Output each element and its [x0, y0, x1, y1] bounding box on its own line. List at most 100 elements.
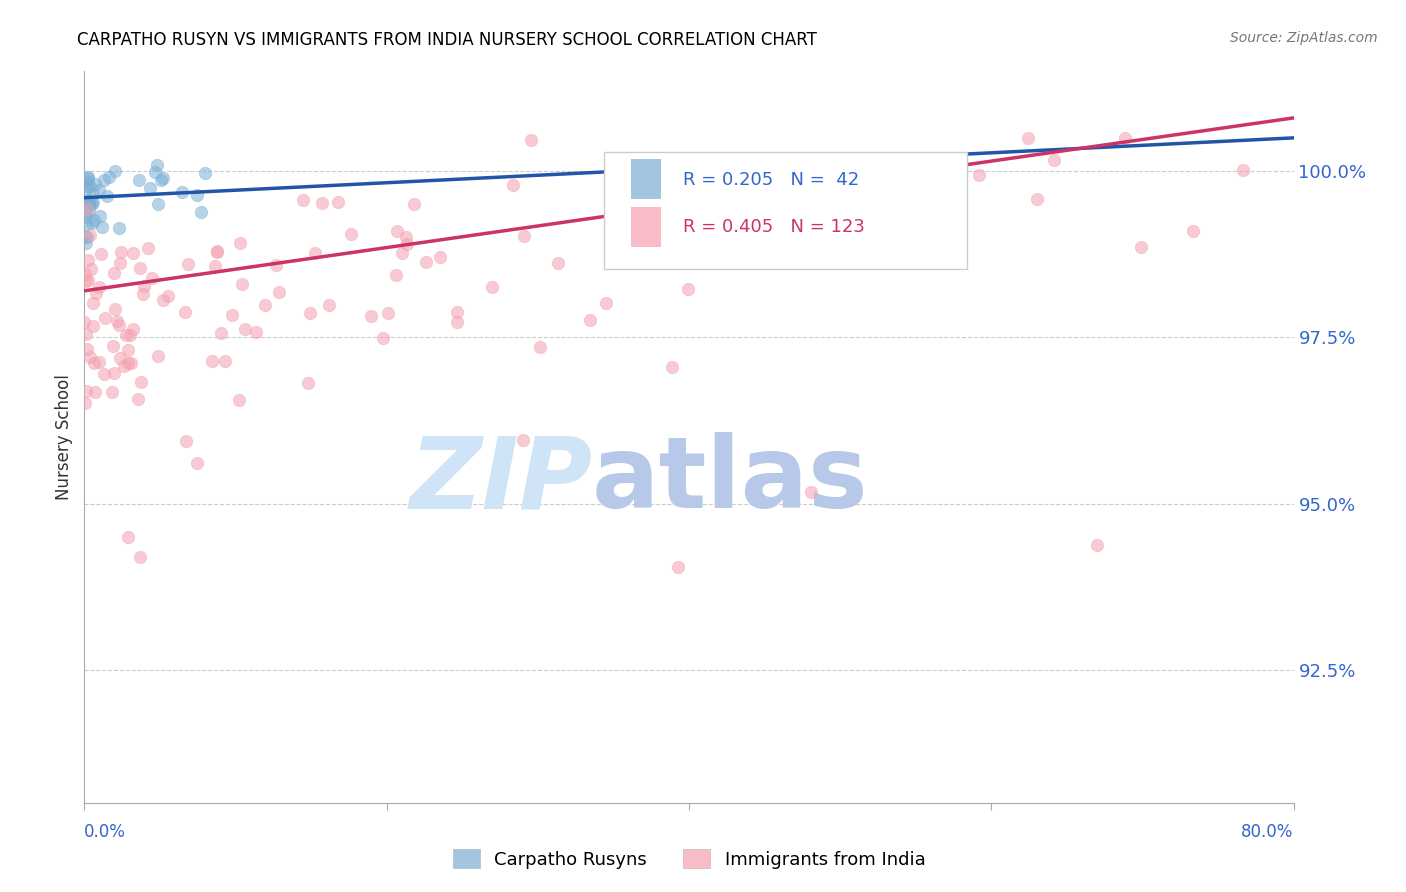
Point — [339, 227, 361, 241]
Point — [103, 366, 125, 380]
Bar — [631, 159, 661, 200]
Point — [666, 560, 689, 574]
Point — [132, 287, 155, 301]
Point — [93, 172, 115, 186]
Point — [620, 169, 643, 183]
Point — [231, 277, 253, 292]
Point — [90, 220, 112, 235]
Point — [83, 212, 105, 227]
Point — [108, 351, 131, 365]
Point — [384, 268, 406, 282]
Point — [103, 266, 125, 280]
Point — [415, 254, 437, 268]
Point — [396, 236, 419, 251]
Y-axis label: Nursery School: Nursery School — [55, 374, 73, 500]
Point — [1087, 538, 1109, 552]
Point — [233, 322, 256, 336]
Point — [89, 280, 111, 294]
FancyBboxPatch shape — [605, 152, 967, 268]
Point — [371, 331, 394, 345]
Point — [128, 172, 150, 186]
Point — [637, 189, 659, 203]
Point — [291, 193, 314, 207]
Text: R = 0.405   N = 123: R = 0.405 N = 123 — [683, 219, 865, 236]
Point — [205, 244, 228, 259]
Point — [117, 343, 139, 357]
Point — [108, 318, 131, 332]
Point — [1026, 192, 1049, 206]
Point — [377, 306, 399, 320]
Point — [253, 298, 276, 312]
Point — [780, 242, 803, 256]
Bar — [631, 207, 661, 247]
Point — [117, 530, 139, 544]
Point — [75, 235, 97, 250]
Point — [75, 205, 97, 219]
Point — [79, 197, 101, 211]
Point — [205, 245, 228, 260]
Text: CARPATHO RUSYN VS IMMIGRANTS FROM INDIA NURSERY SCHOOL CORRELATION CHART: CARPATHO RUSYN VS IMMIGRANTS FROM INDIA … — [77, 31, 817, 49]
Point — [104, 301, 127, 316]
Point — [1232, 162, 1254, 177]
Point — [152, 293, 174, 308]
Point — [87, 183, 110, 197]
Point — [76, 343, 98, 357]
Point — [152, 171, 174, 186]
Point — [404, 197, 426, 211]
Point — [915, 194, 938, 208]
Point — [1182, 224, 1205, 238]
Point — [75, 267, 97, 281]
Point — [360, 310, 382, 324]
Point — [77, 273, 100, 287]
Point — [676, 282, 699, 296]
Point — [82, 216, 104, 230]
Point — [118, 327, 141, 342]
Point — [328, 194, 350, 209]
Point — [204, 260, 226, 274]
Point — [221, 308, 243, 322]
Point — [877, 229, 900, 244]
Point — [89, 210, 111, 224]
Point — [156, 289, 179, 303]
Point — [75, 274, 97, 288]
Point — [77, 253, 100, 268]
Point — [520, 132, 543, 146]
Point — [297, 376, 319, 391]
Point — [101, 384, 124, 399]
Point — [96, 188, 118, 202]
Point — [228, 392, 250, 407]
Point — [83, 357, 105, 371]
Point — [446, 305, 468, 319]
Point — [298, 305, 321, 319]
Point — [77, 170, 100, 185]
Point — [502, 178, 524, 193]
Point — [143, 165, 166, 179]
Point — [101, 339, 124, 353]
Point — [75, 384, 97, 398]
Point — [146, 350, 169, 364]
Point — [87, 355, 110, 369]
Point — [80, 262, 103, 277]
Point — [170, 185, 193, 199]
Point — [1114, 131, 1136, 145]
Point — [547, 255, 569, 269]
Point — [77, 196, 100, 211]
Point — [84, 285, 107, 300]
Text: ZIP: ZIP — [409, 433, 592, 530]
Point — [267, 285, 290, 299]
Point — [105, 314, 128, 328]
Point — [76, 193, 98, 207]
Point — [134, 278, 156, 293]
Point — [385, 223, 408, 237]
Point — [129, 376, 152, 390]
Point — [661, 359, 683, 374]
Point — [245, 325, 267, 339]
Point — [76, 202, 98, 216]
Point — [122, 246, 145, 260]
Point — [429, 250, 451, 264]
Point — [190, 205, 212, 219]
Point — [82, 296, 104, 310]
Point — [127, 392, 149, 407]
Point — [122, 322, 145, 336]
Point — [79, 179, 101, 194]
